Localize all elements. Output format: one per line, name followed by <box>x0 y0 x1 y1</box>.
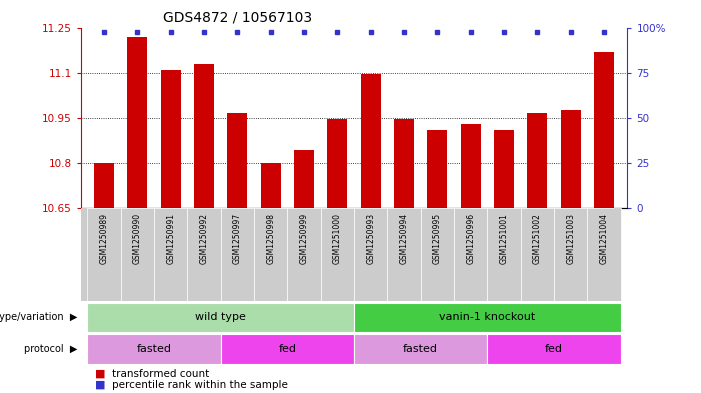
Text: GSM1250999: GSM1250999 <box>299 213 308 264</box>
Bar <box>294 149 314 208</box>
Text: GSM1251004: GSM1251004 <box>599 213 608 264</box>
Text: ■: ■ <box>95 380 105 389</box>
Bar <box>287 208 320 301</box>
Text: fed: fed <box>545 344 563 354</box>
Bar <box>388 208 421 301</box>
Bar <box>487 334 620 364</box>
Text: GSM1251003: GSM1251003 <box>566 213 576 264</box>
Text: ■: ■ <box>95 369 105 378</box>
Bar <box>527 114 547 208</box>
Text: GSM1250990: GSM1250990 <box>132 213 142 264</box>
Bar <box>88 334 221 364</box>
Bar <box>561 110 580 208</box>
Bar <box>221 334 354 364</box>
Text: GDS4872 / 10567103: GDS4872 / 10567103 <box>163 11 312 25</box>
Text: GSM1250994: GSM1250994 <box>400 213 409 264</box>
Bar <box>254 208 287 301</box>
Bar <box>154 208 187 301</box>
Bar <box>487 208 521 301</box>
Bar <box>461 124 481 208</box>
Text: GSM1251002: GSM1251002 <box>533 213 542 264</box>
Bar <box>521 208 554 301</box>
Bar <box>88 208 121 301</box>
Bar <box>327 119 347 208</box>
Text: GSM1250996: GSM1250996 <box>466 213 475 264</box>
Bar <box>394 119 414 208</box>
Bar <box>554 208 587 301</box>
Text: GSM1250998: GSM1250998 <box>266 213 275 264</box>
Bar <box>421 208 454 301</box>
Bar <box>261 163 280 208</box>
Text: vanin-1 knockout: vanin-1 knockout <box>440 312 536 322</box>
Bar <box>121 208 154 301</box>
Bar <box>161 70 181 208</box>
Bar <box>354 303 620 332</box>
Bar <box>594 51 614 208</box>
Text: GSM1250995: GSM1250995 <box>433 213 442 264</box>
Bar <box>354 334 487 364</box>
Text: GSM1250989: GSM1250989 <box>100 213 109 264</box>
Text: fasted: fasted <box>137 344 172 354</box>
Text: fasted: fasted <box>403 344 438 354</box>
Bar <box>354 208 388 301</box>
Bar <box>494 130 514 208</box>
Text: GSM1250997: GSM1250997 <box>233 213 242 264</box>
Bar <box>320 208 354 301</box>
Text: GSM1250993: GSM1250993 <box>366 213 375 264</box>
Text: protocol  ▶: protocol ▶ <box>24 344 77 354</box>
Bar <box>94 163 114 208</box>
Text: GSM1250992: GSM1250992 <box>200 213 208 264</box>
Text: percentile rank within the sample: percentile rank within the sample <box>112 380 288 389</box>
Bar <box>88 303 354 332</box>
Text: GSM1250991: GSM1250991 <box>166 213 175 264</box>
Text: fed: fed <box>278 344 297 354</box>
Text: GSM1251001: GSM1251001 <box>500 213 508 264</box>
Bar <box>454 208 487 301</box>
Text: genotype/variation  ▶: genotype/variation ▶ <box>0 312 77 322</box>
Text: transformed count: transformed count <box>112 369 210 378</box>
Bar <box>128 37 147 208</box>
Bar <box>194 64 214 208</box>
Bar <box>227 114 247 208</box>
Text: wild type: wild type <box>195 312 246 322</box>
Bar <box>428 130 447 208</box>
Bar <box>587 208 620 301</box>
Text: GSM1251000: GSM1251000 <box>333 213 342 264</box>
Bar <box>187 208 221 301</box>
Bar <box>361 74 381 208</box>
Bar <box>221 208 254 301</box>
